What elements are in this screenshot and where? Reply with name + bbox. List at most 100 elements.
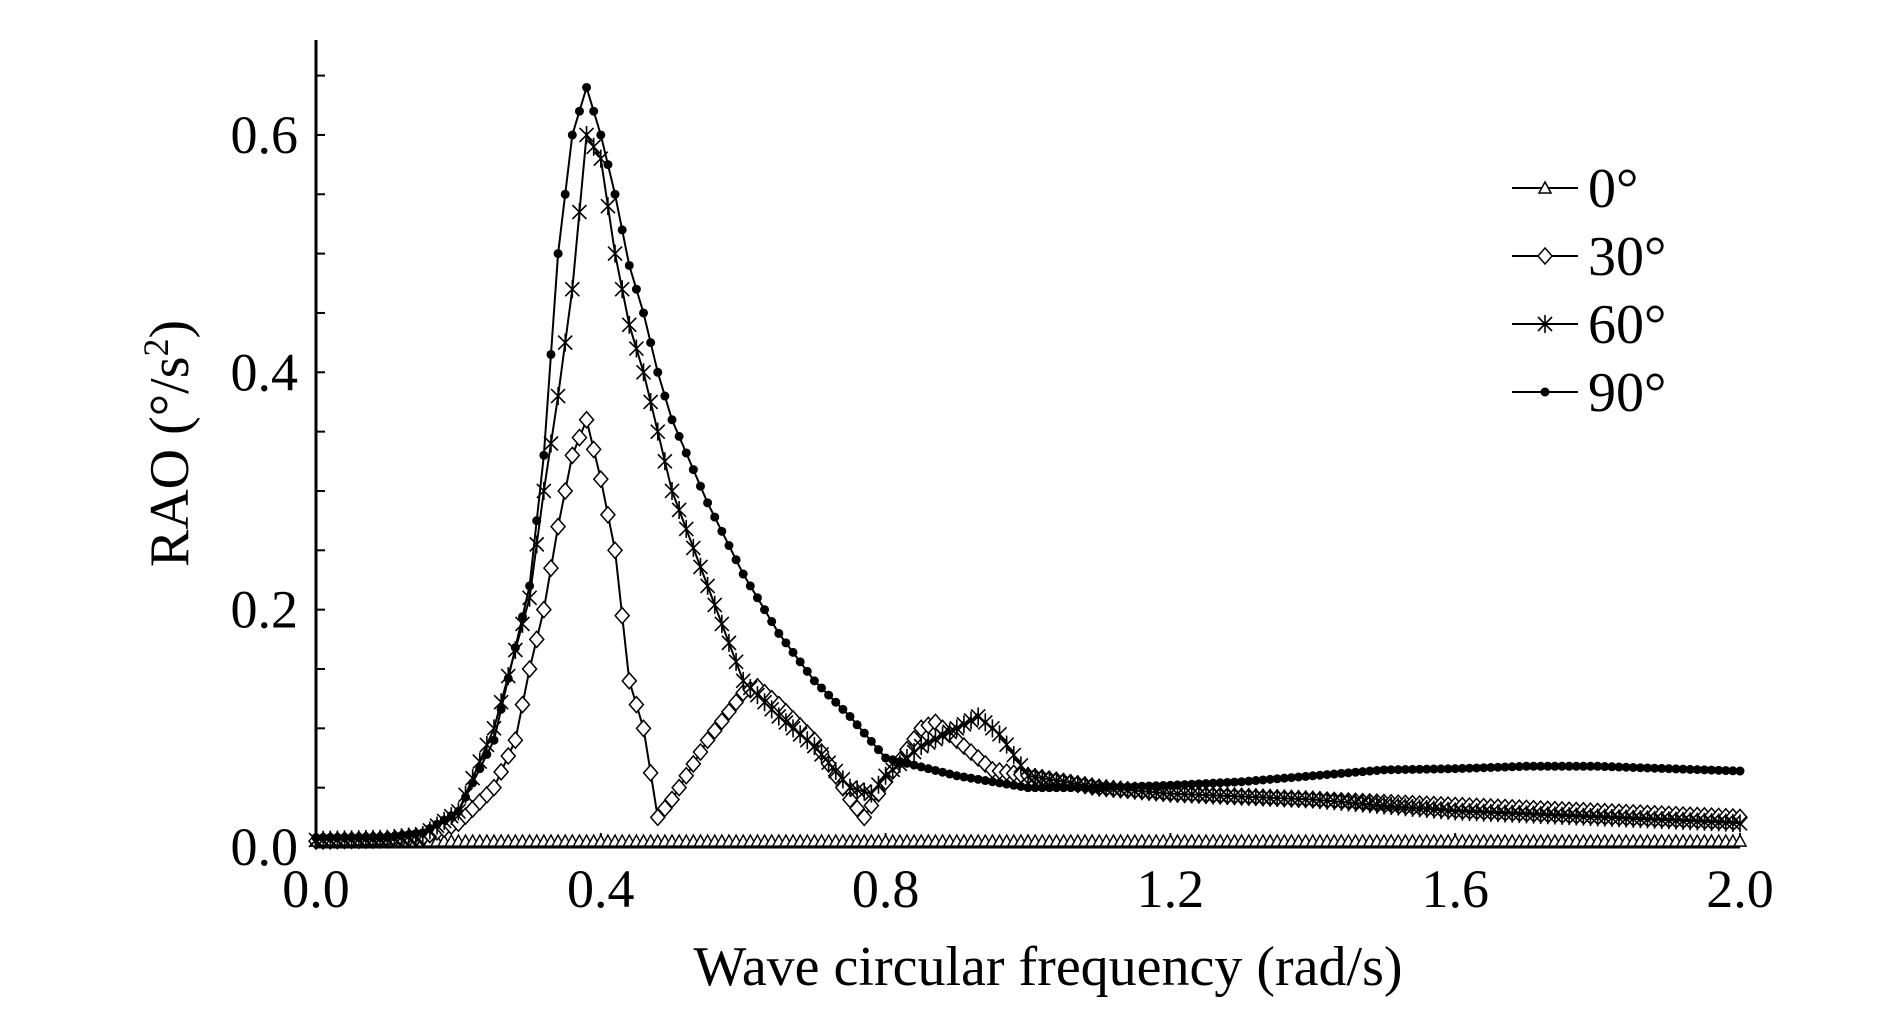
data-point-dot xyxy=(1429,764,1439,774)
data-point-star xyxy=(628,339,644,358)
data-point-star xyxy=(920,733,936,752)
data-point-dot xyxy=(688,465,698,475)
data-point-dot xyxy=(923,764,933,774)
data-point-diamond xyxy=(1537,246,1553,266)
data-point-diamond xyxy=(671,778,688,797)
data-point-star xyxy=(600,197,616,216)
data-point-star xyxy=(543,434,559,453)
data-point-star xyxy=(657,452,673,471)
data-point-diamond xyxy=(685,754,702,774)
data-point-dot xyxy=(361,833,371,843)
data-point-dot xyxy=(1721,766,1731,776)
data-point-dot xyxy=(817,683,827,693)
data-point-dot xyxy=(1386,765,1396,775)
data-point-dot xyxy=(1614,762,1624,772)
data-point-dot xyxy=(496,704,506,714)
data-point-star xyxy=(913,737,929,756)
data-point-dot xyxy=(845,711,855,721)
legend-label: 60° xyxy=(1588,294,1666,356)
data-point-star xyxy=(821,753,837,772)
data-point-dot xyxy=(631,284,641,294)
data-point-dot xyxy=(895,757,905,767)
data-point-dot xyxy=(1657,763,1667,773)
data-point-star xyxy=(1006,746,1022,765)
data-point-dot xyxy=(1707,765,1717,775)
data-point-dot xyxy=(382,833,392,843)
y-axis-title-main: RAO (°/s xyxy=(139,357,201,568)
data-point-dot xyxy=(489,735,499,745)
data-point-dot xyxy=(1365,766,1375,776)
data-point-dot xyxy=(902,758,912,768)
x-tick-label: 0.4 xyxy=(567,859,635,919)
data-point-dot xyxy=(1208,778,1218,788)
data-point-dot xyxy=(567,130,577,140)
data-point-dot xyxy=(532,516,542,526)
data-point-star xyxy=(685,538,701,557)
data-point-dot xyxy=(1237,777,1247,787)
x-tick-label: 2.0 xyxy=(1706,859,1774,919)
data-point-star xyxy=(571,203,588,222)
data-point-dot xyxy=(468,778,478,788)
data-point-star xyxy=(529,535,545,554)
data-point-star xyxy=(906,743,922,762)
data-point-diamond xyxy=(486,778,502,797)
data-point-star xyxy=(806,737,822,756)
data-point-dot xyxy=(1664,764,1674,774)
data-point-dot xyxy=(1585,761,1595,771)
data-point-dot xyxy=(959,772,969,782)
y-tick-label: 0.4 xyxy=(231,342,299,402)
data-point-dot xyxy=(1094,783,1104,793)
y-tick-labels: 0.0 0.2 0.4 0.6 xyxy=(231,105,299,877)
data-point-dot xyxy=(325,833,335,843)
data-point-dot xyxy=(560,189,570,199)
data-point-star xyxy=(692,557,709,576)
data-point-star xyxy=(771,707,787,726)
data-point-star xyxy=(963,711,979,730)
data-point-star xyxy=(550,387,566,406)
data-point-star xyxy=(664,481,680,500)
data-point-dot xyxy=(1472,763,1482,773)
data-point-star xyxy=(949,719,965,738)
data-point-dot xyxy=(1507,762,1517,772)
data-point-dot xyxy=(439,815,449,825)
x-tick-label: 0.8 xyxy=(852,859,920,919)
data-point-dot xyxy=(589,106,599,116)
data-point-star xyxy=(678,519,694,538)
x-axis-title: Wave circular frequency (rad/s) xyxy=(693,936,1402,998)
legend-label: 30° xyxy=(1588,226,1666,288)
data-point-dot xyxy=(1165,780,1175,790)
data-point-dot xyxy=(916,762,926,772)
data-point-diamond xyxy=(621,671,638,690)
data-point-dot xyxy=(831,697,841,707)
data-point-dot xyxy=(1301,771,1311,781)
data-point-dot xyxy=(824,690,834,700)
data-point-star xyxy=(635,363,652,382)
data-point-dot xyxy=(674,431,684,441)
data-point-dot xyxy=(1728,766,1738,776)
data-point-star xyxy=(870,775,887,794)
legend: 0°30°60°90° xyxy=(1512,158,1666,424)
x-tick-label: 0.0 xyxy=(282,859,350,919)
data-point-diamond xyxy=(699,731,716,750)
data-point-dot xyxy=(995,778,1005,788)
data-point-diamond xyxy=(713,712,730,731)
data-point-dot xyxy=(1372,765,1382,775)
data-point-dot xyxy=(1037,783,1047,793)
data-point-dot xyxy=(1116,782,1126,792)
data-point-dot xyxy=(1130,781,1140,791)
data-point-dot xyxy=(802,666,812,676)
data-point-dot xyxy=(1529,761,1539,771)
y-tick-label: 0.2 xyxy=(231,580,299,640)
data-point-dot xyxy=(432,819,442,829)
data-point-dot xyxy=(582,82,592,92)
data-point-dot xyxy=(1322,770,1332,780)
data-point-dot xyxy=(1059,783,1069,793)
data-point-diamond xyxy=(514,695,531,714)
data-point-dot xyxy=(1173,780,1183,790)
data-point-dot xyxy=(1009,780,1019,790)
data-point-star xyxy=(828,762,844,781)
y-tick-label: 0.6 xyxy=(231,105,299,165)
data-point-dot xyxy=(1258,775,1268,785)
data-point-star xyxy=(714,614,730,633)
y-tick-label: 0.0 xyxy=(231,817,299,877)
